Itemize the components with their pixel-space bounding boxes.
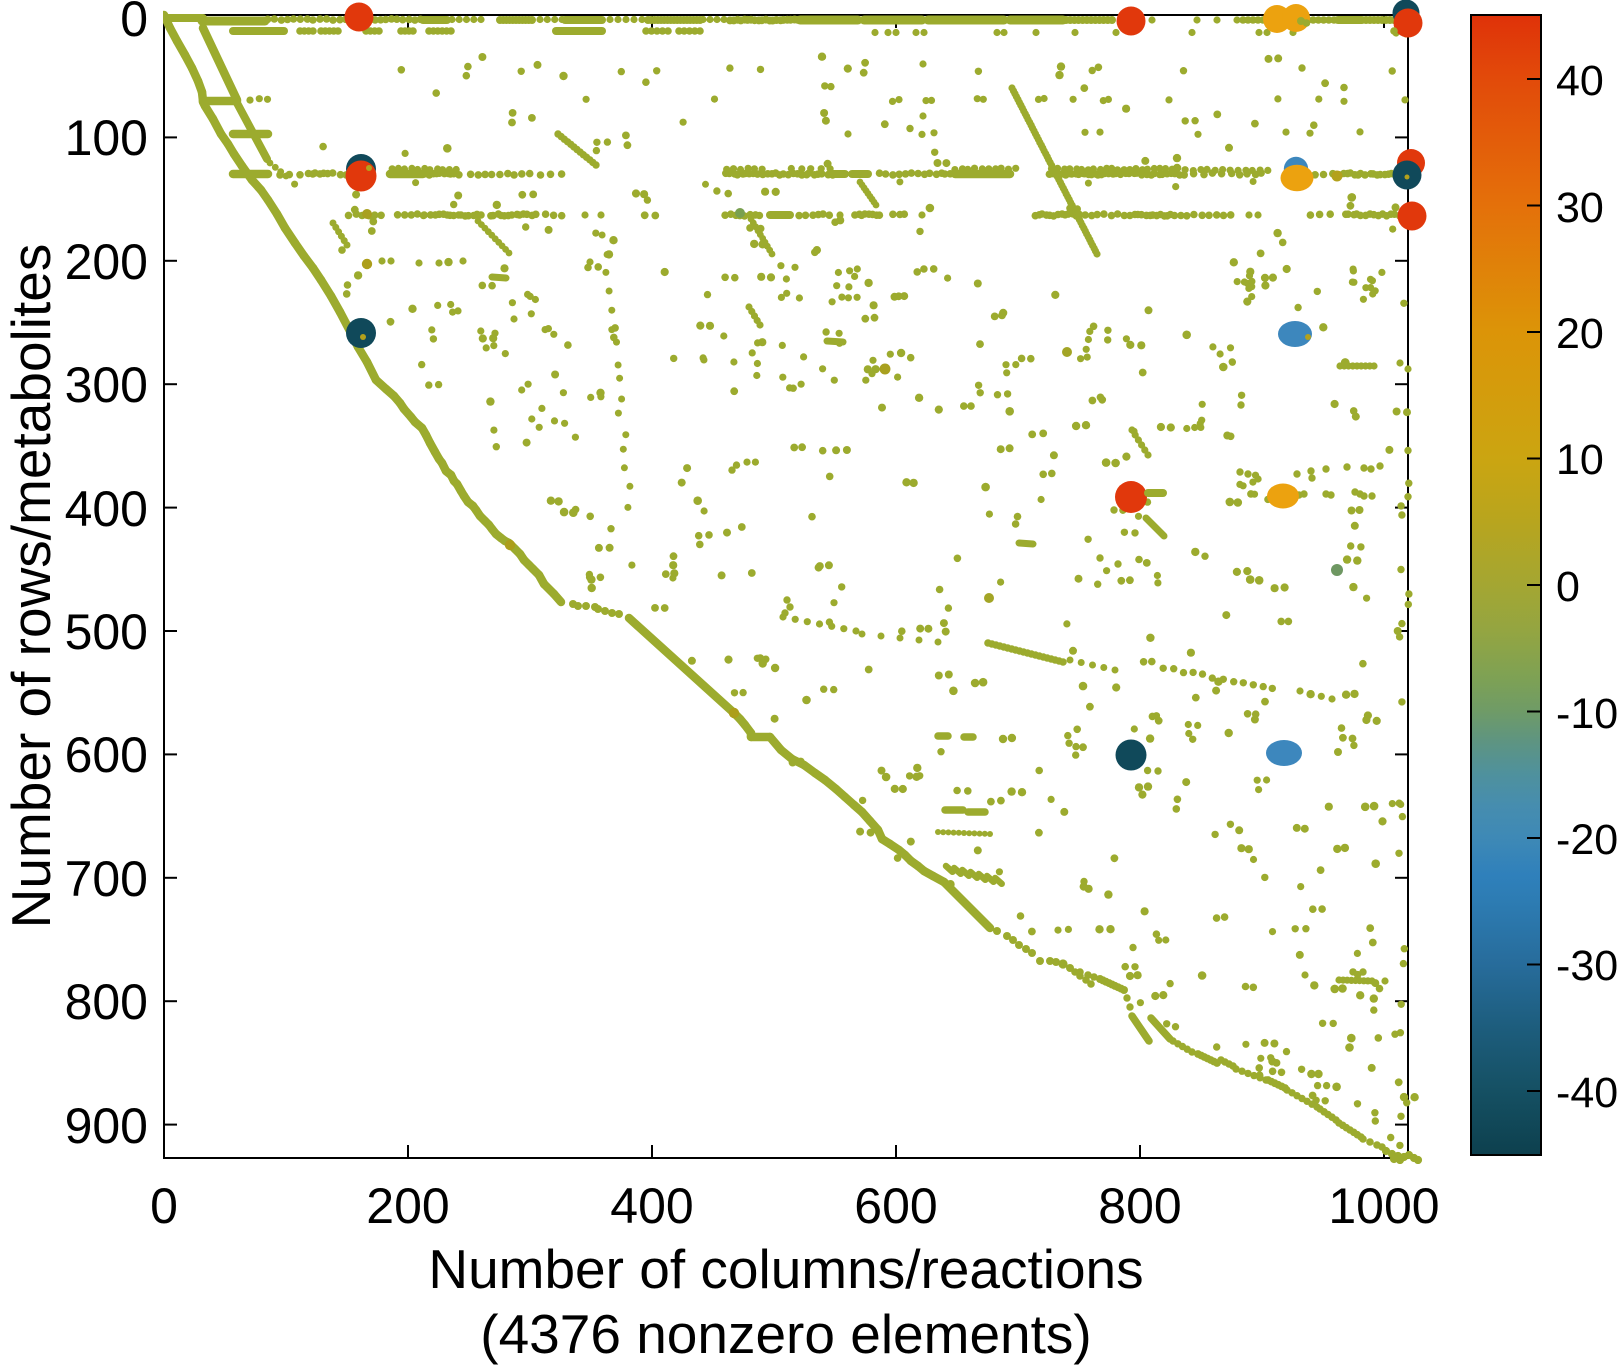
svg-text:400: 400 — [610, 1178, 693, 1234]
svg-text:-30: -30 — [1556, 942, 1618, 990]
svg-text:40: 40 — [1556, 57, 1604, 105]
svg-text:30: 30 — [1556, 184, 1604, 232]
svg-text:300: 300 — [65, 357, 148, 413]
svg-text:-10: -10 — [1556, 690, 1618, 738]
svg-text:Number of columns/reactions: Number of columns/reactions — [428, 1238, 1143, 1300]
svg-text:800: 800 — [65, 974, 148, 1030]
svg-text:20: 20 — [1556, 310, 1604, 358]
svg-text:100: 100 — [65, 110, 148, 166]
svg-text:0: 0 — [1556, 563, 1580, 611]
svg-text:Number of rows/metabolites: Number of rows/metabolites — [0, 244, 62, 929]
svg-text:600: 600 — [65, 727, 148, 783]
svg-text:900: 900 — [65, 1098, 148, 1154]
svg-text:800: 800 — [1098, 1178, 1181, 1234]
svg-text:10: 10 — [1556, 436, 1604, 484]
svg-text:0: 0 — [150, 1178, 178, 1234]
svg-text:-40: -40 — [1556, 1069, 1618, 1117]
svg-text:200: 200 — [65, 234, 148, 290]
svg-text:0: 0 — [120, 0, 148, 47]
svg-text:1000: 1000 — [1328, 1178, 1439, 1234]
svg-text:200: 200 — [366, 1178, 449, 1234]
svg-text:(4376 nonzero elements): (4376 nonzero elements) — [480, 1303, 1091, 1365]
svg-text:600: 600 — [854, 1178, 937, 1234]
svg-text:500: 500 — [65, 604, 148, 660]
svg-text:700: 700 — [65, 851, 148, 907]
svg-text:400: 400 — [65, 481, 148, 537]
svg-text:-20: -20 — [1556, 816, 1618, 864]
